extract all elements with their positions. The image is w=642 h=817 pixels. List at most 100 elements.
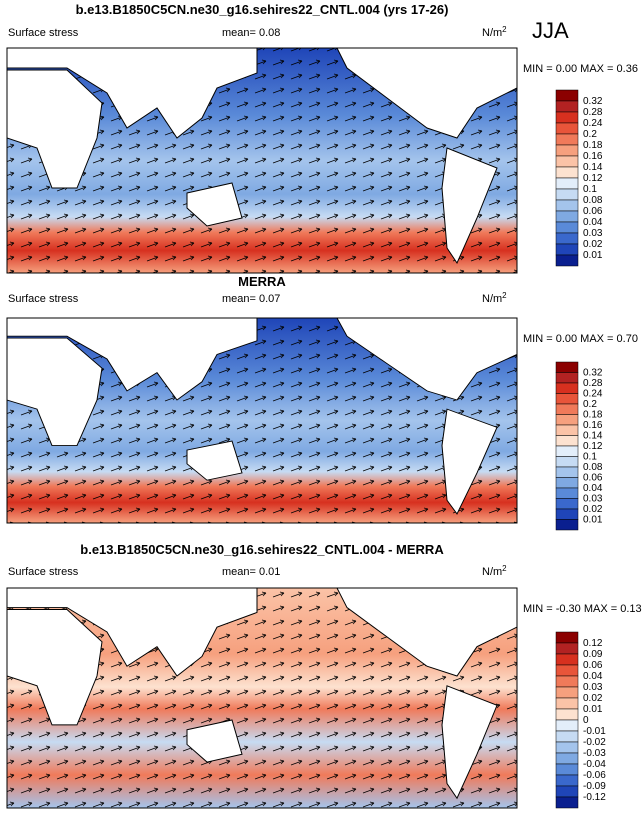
colorbar-box <box>555 508 579 520</box>
colorbar-label: 0.04 <box>583 217 603 228</box>
colorbar-label: 0.01 <box>583 704 603 715</box>
colorbar-label: 0.2 <box>583 399 597 410</box>
variable-label: Surface stress <box>8 27 79 39</box>
units-label: N/m2 <box>482 25 507 39</box>
colorbar-label: -0.01 <box>583 726 606 737</box>
colorbar-label: 0.18 <box>583 140 603 151</box>
colorbar-label: -0.02 <box>583 737 606 748</box>
colorbar-box <box>555 653 579 666</box>
mean-label: mean= 0.08 <box>222 27 280 39</box>
colorbar-box <box>555 393 579 405</box>
units-superscript: 2 <box>502 291 507 300</box>
colorbar-box <box>555 111 579 124</box>
colorbar-box <box>555 372 579 384</box>
colorbar-box <box>555 221 579 234</box>
min-max-label: MIN = -0.30 MAX = 0.13 <box>523 603 642 615</box>
colorbar-box <box>555 100 579 113</box>
colorbar-box <box>555 122 579 135</box>
colorbar-label: 0.08 <box>583 195 603 206</box>
colorbar-label: 0 <box>583 715 589 726</box>
colorbar-box <box>555 199 579 212</box>
colorbar-label: 0.02 <box>583 504 603 515</box>
colorbar-box <box>555 445 579 457</box>
colorbar-label: 0.09 <box>583 649 603 660</box>
colorbar-box <box>555 686 579 699</box>
colorbar-label: 0.03 <box>583 228 603 239</box>
colorbar-label: 0.06 <box>583 660 603 671</box>
colorbar-label: 0.16 <box>583 420 603 431</box>
colorbar-label: 0.14 <box>583 431 603 442</box>
colorbar-label: 0.01 <box>583 515 603 526</box>
colorbar-label: 0.32 <box>583 368 603 379</box>
colorbar-box <box>555 477 579 489</box>
colorbar-box <box>555 664 579 677</box>
map <box>7 588 517 808</box>
colorbar-box <box>555 424 579 436</box>
units-label: N/m2 <box>482 564 507 578</box>
colorbar-label: 0.02 <box>583 239 603 250</box>
colorbar-label: 0.1 <box>583 452 597 463</box>
colorbar-box <box>555 382 579 394</box>
colorbar-label: -0.04 <box>583 759 606 770</box>
units-superscript: 2 <box>502 25 507 34</box>
colorbar-box <box>555 752 579 765</box>
colorbar-box <box>555 697 579 710</box>
colorbar-label: -0.03 <box>583 748 606 759</box>
colorbar-label: 0.06 <box>583 206 603 217</box>
panel-title: b.e13.B1850C5CN.ne30_g16.sehires22_CNTL.… <box>80 542 444 557</box>
colorbar-box <box>555 631 579 644</box>
colorbar-label: 0.08 <box>583 462 603 473</box>
colorbar-label: -0.06 <box>583 770 606 781</box>
map-frame <box>6 47 518 274</box>
colorbar-box <box>555 741 579 754</box>
colorbar-label: 0.12 <box>583 638 603 649</box>
colorbar-label: 0.28 <box>583 378 603 389</box>
mean-label: mean= 0.07 <box>222 293 280 305</box>
colorbar-box <box>555 730 579 743</box>
panel-title: MERRA <box>238 274 286 289</box>
colorbar-box <box>555 466 579 478</box>
colorbar-box <box>555 708 579 721</box>
colorbar-box <box>555 763 579 776</box>
colorbar-label: 0.06 <box>583 473 603 484</box>
colorbar-label: 0.02 <box>583 693 603 704</box>
colorbar-label: 0.01 <box>583 250 603 261</box>
colorbar-box <box>555 719 579 732</box>
colorbar-label: 0.28 <box>583 107 603 118</box>
colorbar-box <box>555 785 579 798</box>
panel-title: b.e13.B1850C5CN.ne30_g16.sehires22_CNTL.… <box>76 2 449 17</box>
colorbar-box <box>555 210 579 223</box>
colorbar-box <box>555 254 579 267</box>
map-frame <box>6 587 518 809</box>
colorbar-box <box>555 166 579 179</box>
season-label: JJA <box>532 18 569 43</box>
colorbar-label: 0.03 <box>583 682 603 693</box>
colorbar-label: 0.04 <box>583 483 603 494</box>
colorbar-box <box>555 675 579 688</box>
colorbar-box <box>555 456 579 468</box>
min-max-label: MIN = 0.00 MAX = 0.36 <box>523 63 638 75</box>
colorbar-box <box>555 519 579 531</box>
min-max-label: MIN = 0.00 MAX = 0.70 <box>523 333 638 345</box>
colorbar-label: 0.18 <box>583 410 603 421</box>
map <box>7 318 517 523</box>
colorbar-label: 0.24 <box>583 118 603 129</box>
colorbar-label: 0.32 <box>583 96 603 107</box>
colorbar-label: 0.14 <box>583 162 603 173</box>
units-superscript: 2 <box>502 564 507 573</box>
colorbar-box <box>555 89 579 102</box>
colorbar-box <box>555 403 579 415</box>
colorbar-box <box>555 243 579 256</box>
colorbar-label: 0.04 <box>583 671 603 682</box>
colorbar-label: 0.1 <box>583 184 597 195</box>
colorbar-box <box>555 487 579 499</box>
colorbar-box <box>555 796 579 809</box>
colorbar-label: 0.03 <box>583 494 603 505</box>
colorbar-box <box>555 144 579 157</box>
map-frame <box>6 317 518 524</box>
colorbar-label: 0.12 <box>583 441 603 452</box>
colorbar-label: -0.09 <box>583 781 606 792</box>
units-label: N/m2 <box>482 291 507 305</box>
colorbar-box <box>555 361 579 373</box>
